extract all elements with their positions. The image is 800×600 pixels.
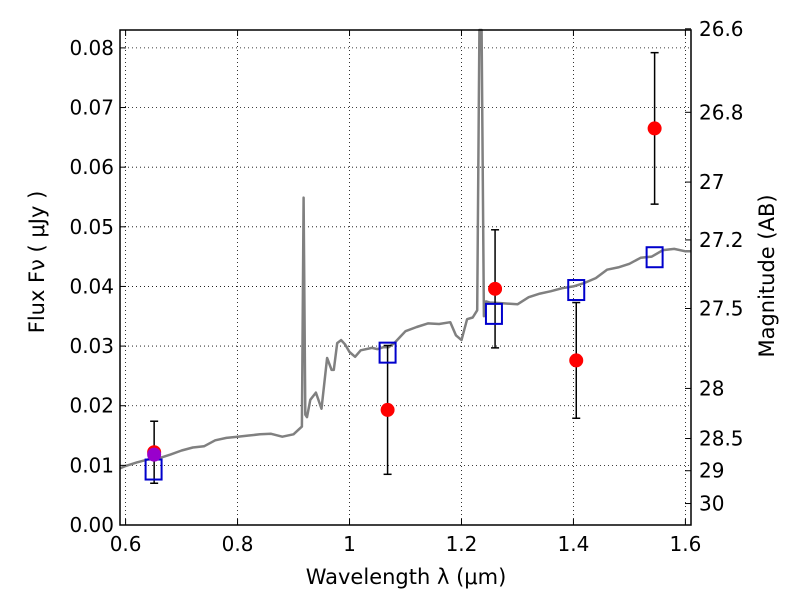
y-tick-label: 0.05 [69,215,114,239]
x-tick-label: 1.6 [669,532,701,556]
magnitude-tick-label: 27.5 [699,297,744,321]
y-tick-label: 0.07 [69,96,114,120]
magnitude-tick-label: 27.2 [699,228,744,252]
magnitude-tick-label: 30 [699,492,724,516]
observed-flux-point [569,353,584,368]
grid-lines [120,30,691,526]
magnitude-tick-label: 26.6 [699,17,744,41]
x-tick-label: 0.8 [222,532,254,556]
model-photometry-square [645,246,664,269]
y-tick-label: 0.04 [69,274,114,298]
plot-frame [119,29,692,526]
model-photometry-square [484,302,503,325]
y-axis-ticks: 0.00 0.01 0.02 0.03 0.04 0.05 0.06 0.07 0.08 [69,36,126,537]
y-tick-label: 0.06 [69,155,114,179]
observed-flux-layer [147,121,662,462]
model-photometry-square [378,341,397,364]
model-spectrum-layer [119,28,691,470]
magnitude-axis-label: Magnitude (AB) [755,194,779,357]
y-tick-label: 0.01 [69,453,114,477]
model-photometry-layer [144,246,664,481]
highlighted-flux-point [147,447,162,462]
observed-flux-point [380,402,395,417]
x-tick-label: 1.2 [446,532,478,556]
y-axis-label: Flux Fν ( μJy ) [25,191,49,334]
error-bar-layer [150,51,659,485]
observed-flux-point [488,281,503,296]
magnitude-tick-label: 27 [699,170,724,194]
model-photometry-square [567,279,586,302]
magnitude-tick-label: 26.8 [699,100,744,124]
x-tick-label: 1.4 [558,532,590,556]
y-tick-label: 0.08 [69,36,114,60]
observed-flux-point [647,121,662,136]
magnitude-tick-label: 28.5 [699,427,744,451]
x-axis-label: Wavelength λ (μm) [306,565,507,589]
y-tick-label: 0.02 [69,394,114,418]
magnitude-tick-label: 29 [699,459,724,483]
magnitude-axis-ticks: 26.6 26.8 27 27.2 27.5 28 28.5 29 30 [685,17,744,516]
x-tick-label: 1 [343,532,356,556]
y-tick-label: 0.00 [69,513,114,537]
y-tick-label: 0.03 [69,334,114,358]
model-spectrum-line [119,28,691,470]
x-axis-ticks: 0.6 0.8 1 1.2 1.4 1.6 [110,30,701,556]
magnitude-tick-label: 28 [699,376,724,400]
x-tick-label: 0.6 [110,532,142,556]
